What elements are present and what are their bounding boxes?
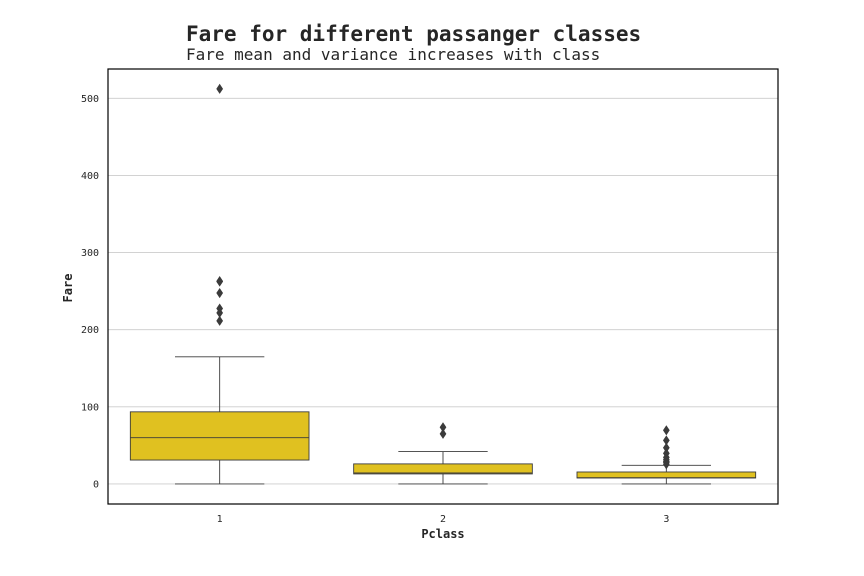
y-tick-label-500: 500	[81, 94, 99, 105]
iqr-box	[129, 411, 310, 461]
y-tick-label-400: 400	[81, 171, 99, 182]
chart-title: Fare for different passanger classes	[186, 22, 641, 46]
x-axis-label: Pclass	[421, 527, 464, 541]
iqr-box	[353, 463, 533, 475]
y-axis-label: Fare	[61, 274, 75, 303]
outlier-point	[662, 425, 670, 436]
box-series	[129, 83, 757, 485]
plot-frame	[107, 68, 779, 505]
outlier-point	[216, 315, 224, 326]
y-tick-label-100: 100	[81, 402, 99, 413]
outlier-point	[216, 288, 224, 299]
iqr-box	[576, 471, 757, 479]
outlier-point	[662, 459, 670, 470]
x-tick-label-2: 2	[440, 514, 446, 525]
outlier-point	[439, 428, 447, 439]
axis-ticks: 0 100 200 300 400 500 1 2 3	[81, 94, 669, 525]
box-pclass-1	[129, 83, 310, 485]
x-tick-label-3: 3	[663, 514, 669, 525]
box-pclass-3	[576, 425, 757, 485]
x-tick-label-1: 1	[217, 514, 223, 525]
outlier-point	[216, 276, 224, 287]
box-pclass-2	[353, 422, 533, 485]
y-tick-label-300: 300	[81, 248, 99, 259]
chart-subtitle: Fare mean and variance increases with cl…	[186, 45, 600, 64]
y-tick-label-0: 0	[93, 479, 99, 490]
y-tick-label-200: 200	[81, 325, 99, 336]
outlier-point	[216, 83, 224, 94]
